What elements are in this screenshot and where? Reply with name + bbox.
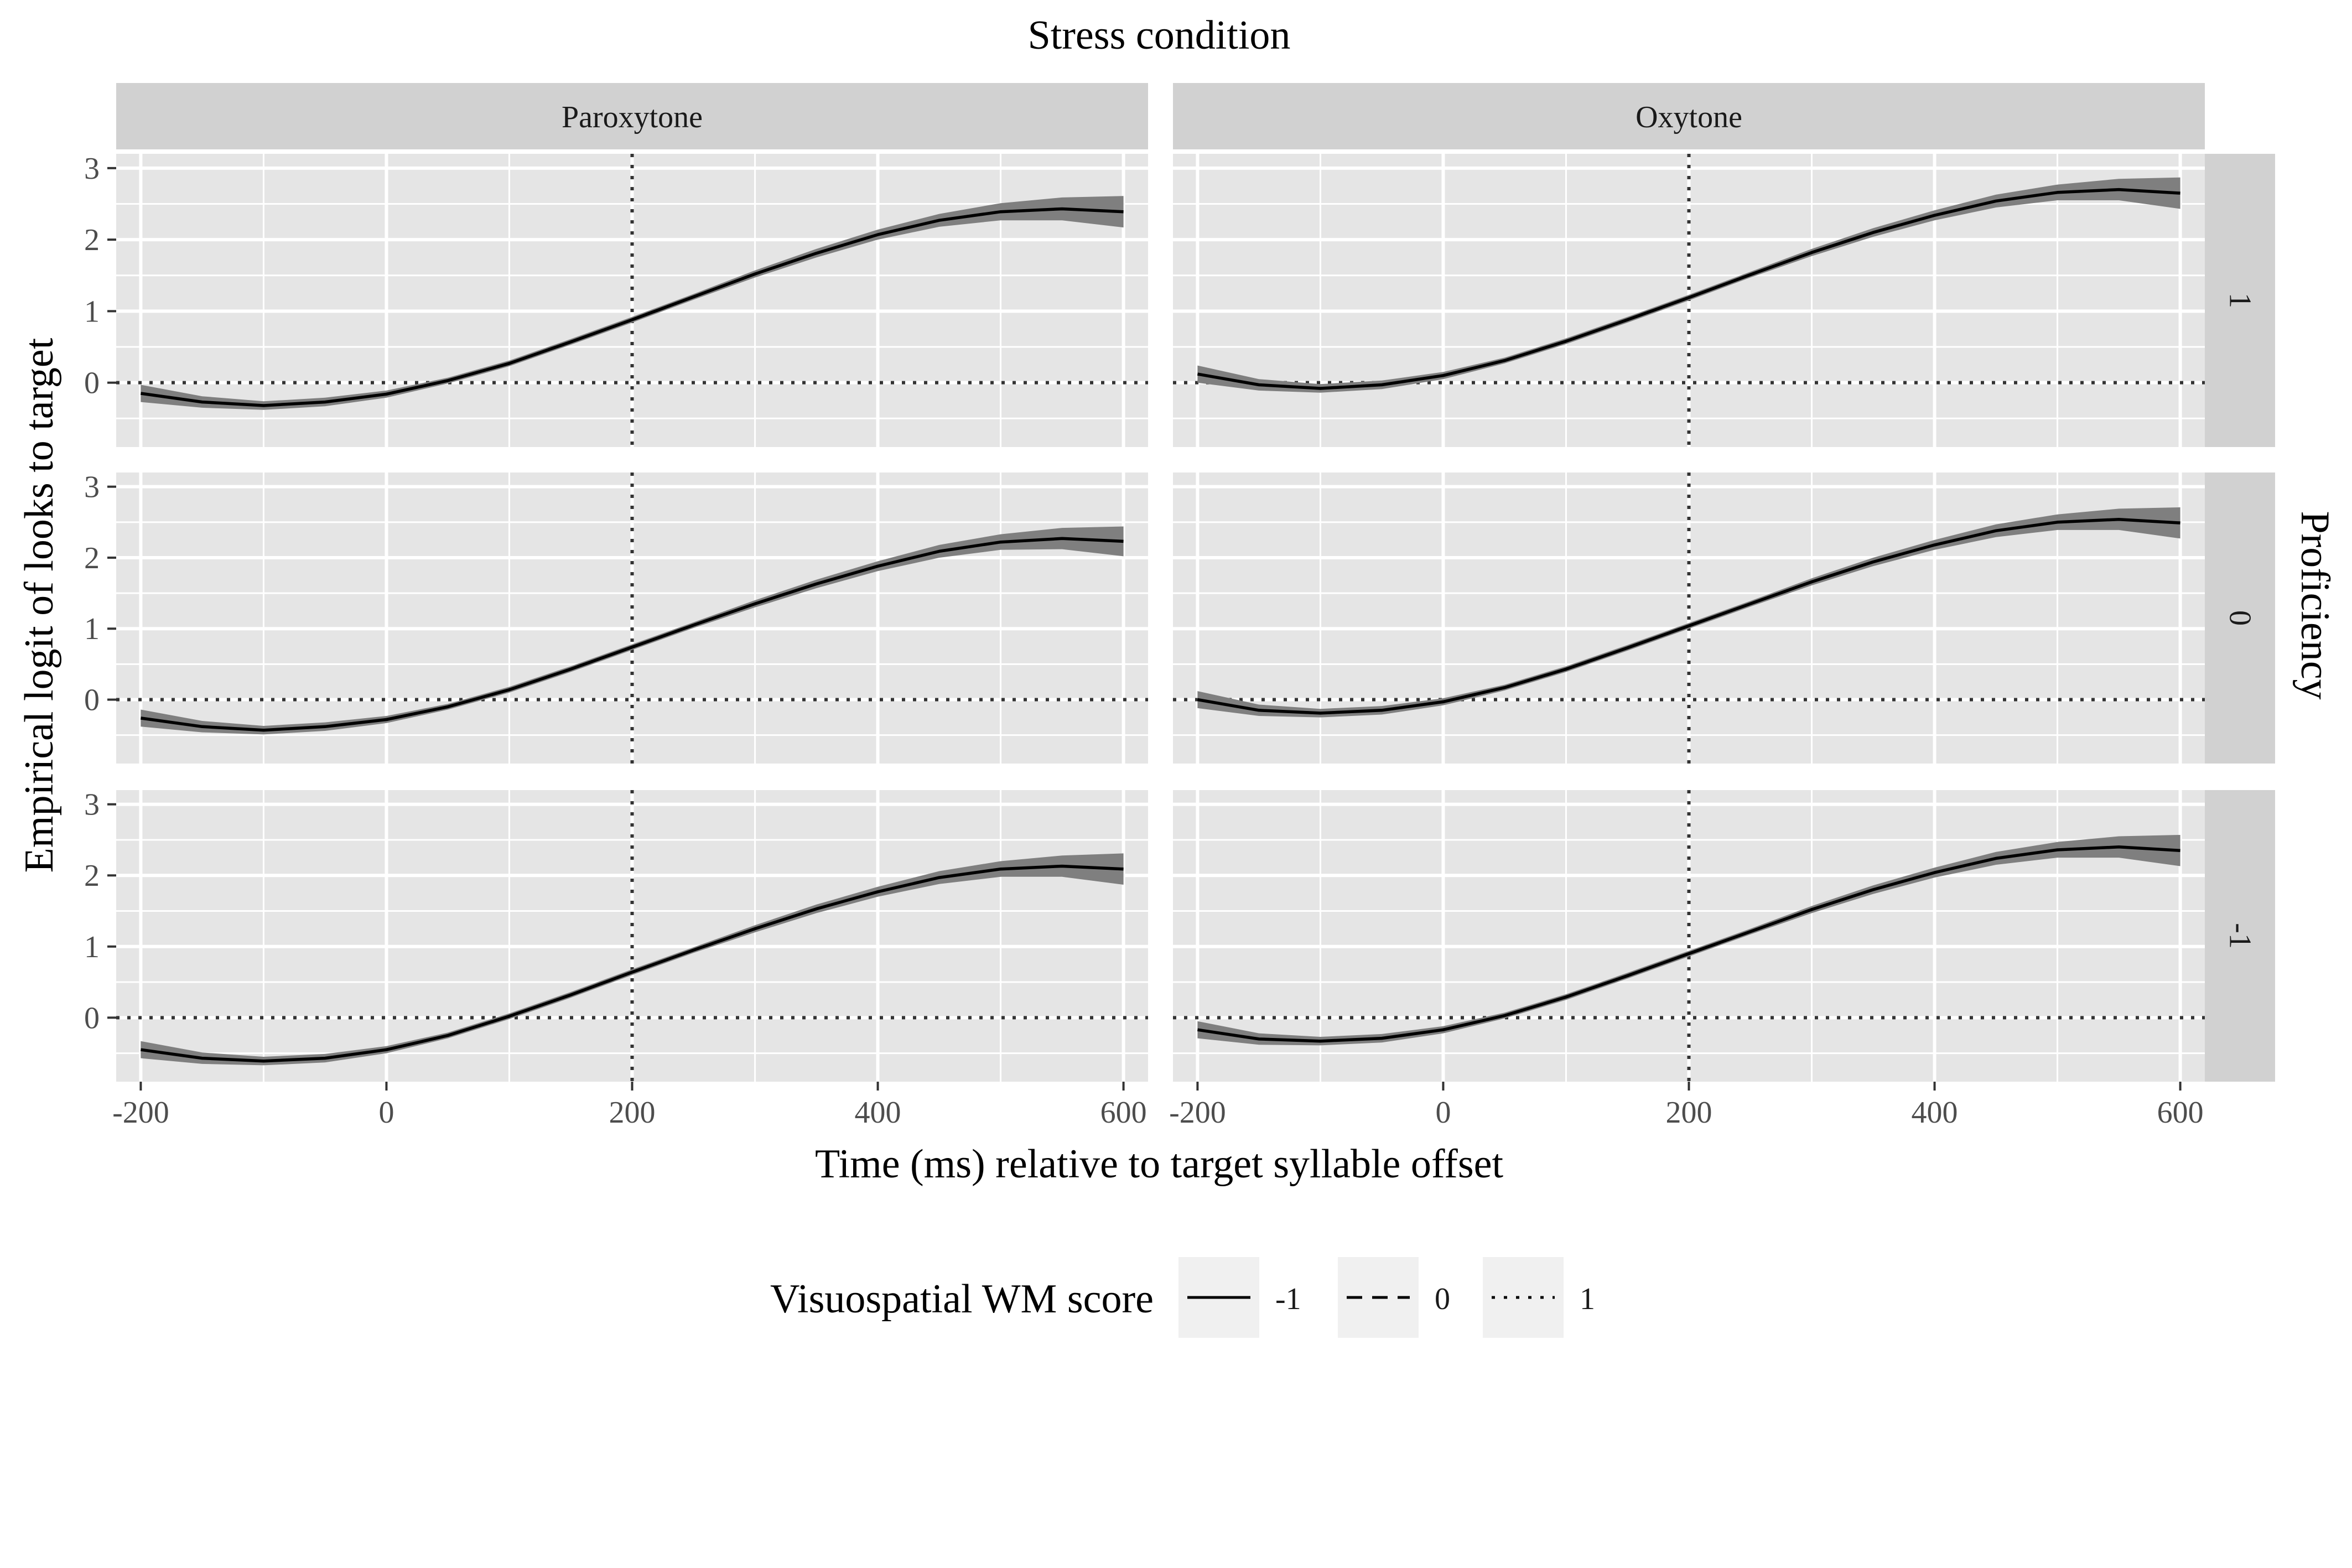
legend-label: 0 <box>1435 1282 1450 1316</box>
facet-strip-row <box>2205 790 2275 1082</box>
confidence-ribbon <box>1197 507 2180 718</box>
x-tick-label: -200 <box>1169 1095 1226 1130</box>
series-line <box>1197 845 2180 1043</box>
facet-strip-col <box>116 83 1148 149</box>
confidence-ribbon <box>1197 177 2180 393</box>
series-line <box>141 864 1124 1063</box>
confidence-ribbon <box>141 196 1124 410</box>
x-tick-label: 400 <box>1912 1095 1958 1130</box>
legend-label: -1 <box>1275 1282 1301 1316</box>
legend-key <box>1483 1257 1564 1338</box>
series-line <box>1197 517 2180 715</box>
x-tick-label: 400 <box>855 1095 901 1130</box>
legend-keys: -1 0 1 <box>1178 1257 1595 1338</box>
legend-label: 1 <box>1580 1282 1595 1316</box>
facet-strip-row <box>2205 154 2275 447</box>
y-tick-label: 2 <box>84 223 100 257</box>
y-tick-label: 0 <box>84 1001 100 1035</box>
facet-row-title: Proficiency <box>2292 511 2338 699</box>
x-axis-title: Time (ms) relative to target syllable of… <box>815 1141 1503 1187</box>
facet-panel <box>1173 790 2205 1082</box>
facet-strip-col-label: Paroxytone <box>562 100 703 134</box>
series-line <box>141 207 1124 407</box>
facet-strip-row-label: 1 <box>2223 293 2257 308</box>
y-tick-label: 1 <box>84 612 100 646</box>
confidence-ribbon <box>1197 835 2180 1046</box>
facet-panel <box>1173 473 2205 764</box>
series-line <box>1197 188 2180 390</box>
series-line <box>141 537 1124 732</box>
legend-title: Visuospatial WM score <box>770 1276 1154 1322</box>
legend: Visuospatial WM score -1 0 1 <box>770 1257 1595 1338</box>
x-tick-label: 600 <box>1100 1095 1147 1130</box>
x-tick-label: 200 <box>1666 1095 1712 1130</box>
y-axis-title: Empirical logit of looks to target <box>17 338 62 873</box>
y-tick-label: 1 <box>84 930 100 964</box>
facet-strip-row-label: -1 <box>2223 923 2257 949</box>
y-tick-label: 2 <box>84 541 100 575</box>
x-tick-label: 600 <box>2157 1095 2204 1130</box>
facet-strip-row-label: 0 <box>2223 610 2257 626</box>
facet-panels: Paroxytone Oxytone 1 0 -1 0 1 2 3 0 1 2 3 0 1 2 3 -200 0 20… <box>84 83 2275 1130</box>
facet-panel <box>116 154 1148 447</box>
x-tick-label: 200 <box>609 1095 656 1130</box>
facet-strip-row <box>2205 473 2275 764</box>
x-tick-label: 0 <box>1435 1095 1451 1130</box>
x-tick-label: 0 <box>378 1095 394 1130</box>
facet-strip-col <box>1173 83 2205 149</box>
y-tick-label: 0 <box>84 683 100 718</box>
y-tick-label: 3 <box>84 152 100 186</box>
facet-panel <box>1173 154 2205 447</box>
y-tick-label: 3 <box>84 470 100 505</box>
y-tick-label: 0 <box>84 366 100 401</box>
y-tick-label: 1 <box>84 294 100 329</box>
confidence-ribbon <box>141 526 1124 735</box>
facet-col-title: Stress condition <box>1028 13 1291 58</box>
facet-strip-col-label: Oxytone <box>1636 100 1742 134</box>
y-tick-label: 2 <box>84 859 100 893</box>
y-tick-label: 3 <box>84 788 100 822</box>
confidence-ribbon <box>141 853 1124 1066</box>
facet-panel <box>116 473 1148 764</box>
facet-panel <box>116 790 1148 1082</box>
x-tick-label: -200 <box>112 1095 169 1130</box>
